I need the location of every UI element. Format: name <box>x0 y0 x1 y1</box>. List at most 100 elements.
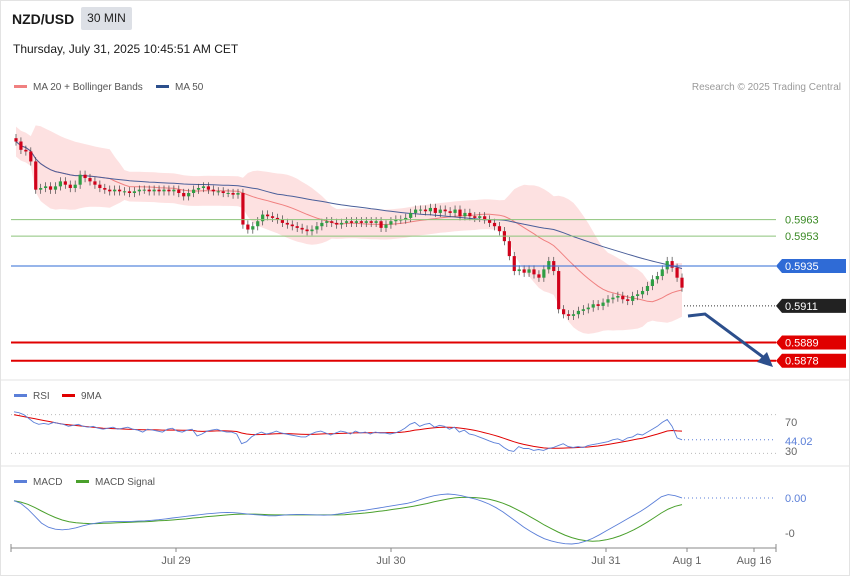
candle-body <box>512 256 516 272</box>
legend-label-macd-signal: MACD Signal <box>95 477 155 488</box>
candle <box>182 188 186 201</box>
candle-body <box>241 192 245 225</box>
candle-body <box>24 149 28 152</box>
candle-body <box>414 209 418 213</box>
candle <box>670 256 674 272</box>
candle-body <box>453 209 457 213</box>
price-levels: 0.5963 0.5953 0.5935 0.5911 0.5889 0.5878 <box>11 215 846 368</box>
candle-body <box>192 189 196 193</box>
candle <box>389 217 393 229</box>
candle <box>601 298 605 311</box>
candle-body <box>349 221 354 223</box>
x-tick-label: Aug 1 <box>673 555 702 567</box>
candle <box>364 217 368 228</box>
candle-body <box>19 141 23 150</box>
candle-body <box>438 209 442 213</box>
symbol-title: NZD/USD <box>12 11 75 27</box>
candle-body <box>315 226 319 230</box>
candle <box>483 212 487 224</box>
candle-body <box>374 221 378 223</box>
candle-body <box>88 178 92 182</box>
candle-body <box>280 219 284 223</box>
level-label-last: 0.5911 <box>785 301 818 313</box>
candle-body <box>73 184 77 189</box>
macd-line <box>13 493 683 545</box>
candle <box>458 205 462 221</box>
candle <box>606 295 610 307</box>
candle-body <box>58 181 62 187</box>
candle <box>650 275 654 291</box>
x-tick-label: Aug 16 <box>737 555 772 567</box>
candle <box>621 291 625 304</box>
ma20-line <box>15 141 683 303</box>
candle-body <box>631 295 635 301</box>
candle-body <box>221 191 225 193</box>
candle <box>423 205 428 216</box>
candle-body <box>53 186 58 190</box>
candle-body <box>409 212 413 218</box>
candle <box>369 217 373 228</box>
candle <box>231 188 235 199</box>
rsi-legend: RSI 9MA <box>14 391 102 402</box>
candle-body <box>478 216 482 218</box>
candle-body <box>285 222 289 225</box>
candle <box>680 273 684 292</box>
candle-body <box>601 302 605 306</box>
candle <box>349 217 354 228</box>
candle <box>58 177 62 191</box>
candle <box>428 203 432 216</box>
legend-swatch-ma20 <box>14 85 27 88</box>
candle-body <box>626 299 630 301</box>
candle-body <box>665 261 669 270</box>
candle-body <box>675 267 679 278</box>
candle-body <box>492 222 497 227</box>
candle-body <box>428 207 432 212</box>
candle-body <box>14 138 18 142</box>
candle <box>532 265 536 279</box>
candle-body <box>571 314 576 316</box>
candle-body <box>290 224 294 227</box>
candle-body <box>320 222 324 227</box>
candle <box>236 188 240 199</box>
candle <box>542 265 546 282</box>
candle <box>448 207 452 218</box>
candle <box>108 185 112 196</box>
legend-swatch-macd-signal <box>76 480 89 483</box>
candle <box>142 185 146 194</box>
candle <box>216 187 220 196</box>
candle-body <box>246 224 250 230</box>
candle <box>438 205 442 218</box>
candle <box>118 185 122 196</box>
candle-body <box>270 216 275 218</box>
candle <box>571 310 576 321</box>
x-tick-label: Jul 29 <box>161 555 190 567</box>
candle-body <box>266 214 270 217</box>
candle-body <box>48 186 53 190</box>
candle-body <box>488 219 492 223</box>
candle <box>414 205 418 218</box>
candle <box>113 185 117 196</box>
candle <box>497 222 502 236</box>
candle <box>507 237 511 261</box>
candle-body <box>532 269 536 275</box>
x-tick-label: Jul 31 <box>591 555 620 567</box>
rsi-line <box>13 411 683 452</box>
candle <box>330 217 334 228</box>
candle-body <box>310 229 314 232</box>
timeframe-badge[interactable]: 30 MIN <box>81 7 132 30</box>
candle-body <box>359 221 363 223</box>
candle-body <box>636 294 640 296</box>
candle <box>315 222 319 234</box>
candle-body <box>418 209 423 211</box>
candle-body <box>39 188 43 190</box>
candle-body <box>167 189 171 192</box>
candle <box>325 217 329 228</box>
candle-body <box>660 269 664 277</box>
candle <box>295 222 299 233</box>
candle <box>665 256 669 274</box>
candle <box>246 220 250 234</box>
rsi-tick-30: 30 <box>785 446 797 458</box>
candle <box>354 217 358 228</box>
candle-body <box>162 189 166 192</box>
candle-body <box>433 207 437 213</box>
